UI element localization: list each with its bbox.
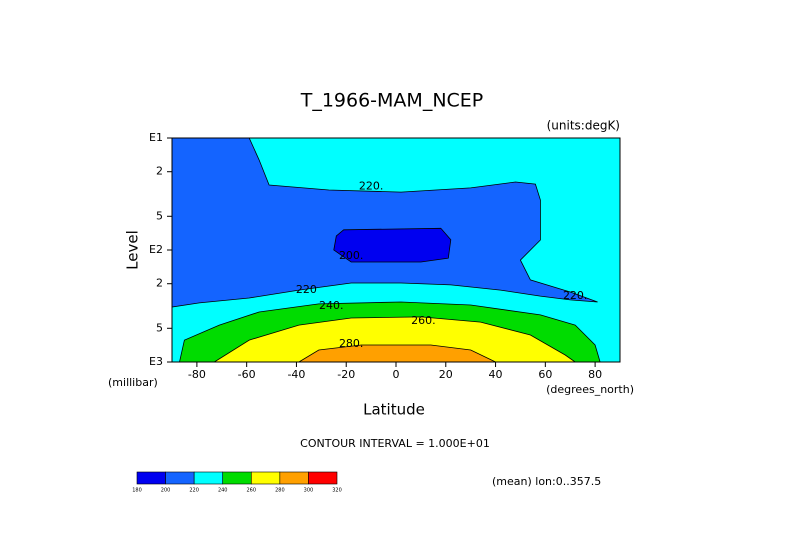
x-tick-label: -80 [188,368,206,381]
x-tick-label: 80 [588,368,602,381]
y-tick-label: E2 [149,243,163,256]
colorbar-swatch [136,471,166,485]
colorbar-swatch [165,471,195,485]
colorbar-label: 200 [161,488,171,494]
colorbar-label: 180 [132,488,142,494]
colorbar-swatch [279,471,309,485]
x-units: (degrees_north) [546,383,634,396]
y-tick-label: 5 [156,209,163,222]
y-axis-label: Level [124,230,142,270]
colorbar-label: 260 [247,488,257,494]
colorbar-label: 320 [332,488,342,494]
x-tick-label: 60 [538,368,552,381]
x-tick-label: 0 [393,368,400,381]
contour-label: 280. [339,337,364,350]
colorbar-swatch [193,471,224,485]
contour-label: 220 [296,283,317,296]
contour-label: 260. [411,314,436,327]
interval-note: CONTOUR INTERVAL = 1.000E+01 [300,437,490,450]
colorbar-swatch [308,471,338,485]
contour-fill [171,137,598,308]
x-tick-label: 20 [439,368,453,381]
contour-label: 200. [339,249,364,262]
x-tick-label: -20 [337,368,355,381]
colorbar-label: 220 [189,488,199,494]
contour-fill [333,227,452,263]
colorbar-label: 240 [218,488,228,494]
y-tick-label: 2 [156,277,163,290]
y-tick-label: 2 [156,165,163,178]
units-label: (units:degK) [547,119,620,133]
colorbar-swatch [222,471,252,485]
x-tick-label: -40 [287,368,305,381]
y-tick-label: E3 [149,355,163,368]
y-units: (millibar) [108,376,158,389]
x-axis-label: Latitude [363,401,425,419]
x-tick-label: -60 [238,368,256,381]
footnote: (mean) lon:0..357.5 [492,475,601,488]
colorbar-label: 280 [275,488,285,494]
contour-label: 220. [563,289,588,302]
colorbar-label: 300 [304,488,314,494]
chart-title: T_1966-MAM_NCEP [300,90,484,112]
contour-label: 240. [319,299,344,312]
y-tick-label: E1 [149,131,163,144]
y-tick-label: 5 [156,321,163,334]
x-tick-label: 40 [489,368,503,381]
contour-fill [212,316,577,363]
colorbar-swatch [250,471,281,485]
contour-label: 220. [359,179,384,192]
